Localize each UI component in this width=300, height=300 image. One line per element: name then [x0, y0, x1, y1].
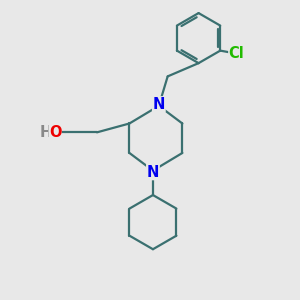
Text: O: O [49, 125, 61, 140]
Text: N: N [147, 165, 159, 180]
Text: Cl: Cl [229, 46, 244, 61]
Text: H: H [39, 125, 52, 140]
Text: N: N [153, 97, 165, 112]
